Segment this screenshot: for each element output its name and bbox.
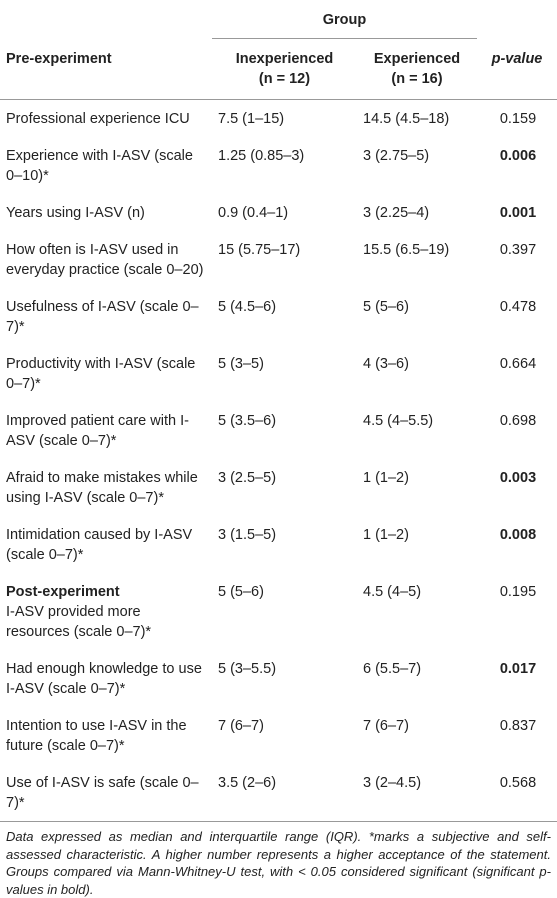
cell: 5 (5–6) <box>363 298 409 315</box>
row-label: I-ASV provided more resources (scale 0–7… <box>6 603 152 640</box>
cell: 3.5 (2–6) <box>212 764 357 822</box>
cell: 5 (3–5.5) <box>218 660 277 677</box>
column-header: p-value <box>477 38 557 100</box>
cell: 14.5 (4.5–18) <box>363 110 450 127</box>
row-label: Afraid to make mistakes while using I-AS… <box>6 469 198 506</box>
cell: 7 (6–7) <box>363 717 409 734</box>
cell: 15.5 (6.5–19) <box>363 241 450 258</box>
cell: 0.698 <box>499 412 537 429</box>
row-label: Use of I-ASV is safe (scale 0–7)* <box>6 774 199 811</box>
cell: 7.5 (1–15) <box>218 110 285 127</box>
table-row: Had enough knowledge to use I-ASV (scale… <box>0 650 557 707</box>
cell: 4.5 (4–5.5) <box>363 412 434 429</box>
row-label-cell: Improved patient care with I-ASV (scale … <box>0 402 212 459</box>
table-row: Intimidation caused by I-ASV (scale 0–7)… <box>0 516 557 573</box>
footnote: Data expressed as median and interquarti… <box>6 829 551 897</box>
cell: 15 (5.75–17) <box>218 241 301 258</box>
row-label-cell: Usefulness of I-ASV (scale 0–7)* <box>0 288 212 345</box>
cell: 7 (6–7) <box>218 717 264 734</box>
column-n: (n = 12) <box>258 71 311 87</box>
column-header: Experienced (n = 16) <box>357 38 477 100</box>
table-row: Professional experience ICU 7.5 (1–15) 14.… <box>0 100 557 138</box>
row-label: Usefulness of I-ASV (scale 0–7)* <box>6 298 199 335</box>
cell: 0.006 <box>499 147 537 164</box>
column-n: (n = 16) <box>391 71 443 87</box>
cell: 5 (4.5–6) <box>218 298 277 315</box>
cell: 0.568 <box>477 764 557 822</box>
row-label-cell: Productivity with I-ASV (scale 0–7)* <box>0 345 212 402</box>
cell: 0.478 <box>499 298 537 315</box>
cell: 3 (2–4.5) <box>357 764 477 822</box>
row-label-cell: Professional experience ICU <box>0 100 212 138</box>
section-label: Post-experiment <box>6 583 120 600</box>
cell: 5 (3–5) <box>218 355 264 372</box>
table-row: Afraid to make mistakes while using I-AS… <box>0 459 557 516</box>
row-label-cell: How often is I-ASV used in everyday prac… <box>0 231 212 288</box>
row-label-cell: Use of I-ASV is safe (scale 0–7)* <box>0 764 212 822</box>
row-label: How often is I-ASV used in everyday prac… <box>6 241 204 278</box>
row-label-cell: Afraid to make mistakes while using I-AS… <box>0 459 212 516</box>
group-header: Group <box>212 0 477 39</box>
cell: 1 (1–2) <box>363 469 409 486</box>
cell: 3 (2.25–4) <box>363 204 430 221</box>
row-label-cell: Had enough knowledge to use I-ASV (scale… <box>0 650 212 707</box>
cell: 0.195 <box>499 583 537 600</box>
row-label: Experience with I-ASV (scale 0–10)* <box>6 147 193 184</box>
row-label: Intention to use I-ASV in the future (sc… <box>6 717 187 754</box>
row-label-cell: Experience with I-ASV (scale 0–10)* <box>0 137 212 194</box>
row-label: Had enough knowledge to use I-ASV (scale… <box>6 660 202 697</box>
cell: 5 (5–6) <box>218 583 264 600</box>
table-row: Productivity with I-ASV (scale 0–7)* 5 (3… <box>0 345 557 402</box>
cell: 3 (1.5–5) <box>218 526 277 543</box>
row-label: Years using I-ASV (n) <box>6 204 145 221</box>
column-title: p-value <box>491 50 543 67</box>
column-title: Experienced <box>373 51 461 67</box>
cell: 0.397 <box>499 241 537 258</box>
cell: 6 (5.5–7) <box>363 660 422 677</box>
table-row: Post-experiment I-ASV provided more resou… <box>0 573 557 650</box>
data-table: Group Pre-experiment Inexperienced (n = 1… <box>0 0 557 822</box>
spacer <box>477 0 557 39</box>
cell: 0.008 <box>499 526 537 543</box>
cell: 0.017 <box>499 660 537 677</box>
cell: 5 (3.5–6) <box>218 412 277 429</box>
table-row: Intention to use I-ASV in the future (sc… <box>0 707 557 764</box>
cell: 4.5 (4–5) <box>363 583 422 600</box>
cell: 1 (1–2) <box>363 526 409 543</box>
cell: 0.9 (0.4–1) <box>218 204 289 221</box>
cell: 3 (2.75–5) <box>363 147 430 164</box>
row-label: Improved patient care with I-ASV (scale … <box>6 412 189 449</box>
cell: 0.664 <box>499 355 537 372</box>
column-header: Inexperienced (n = 12) <box>212 38 357 100</box>
table-row: How often is I-ASV used in everyday prac… <box>0 231 557 288</box>
row-label-cell: Years using I-ASV (n) <box>0 194 212 231</box>
row-label-cell: Intimidation caused by I-ASV (scale 0–7)… <box>0 516 212 573</box>
cell: 4 (3–6) <box>363 355 409 372</box>
cell: 0.003 <box>499 469 537 486</box>
table-row: Years using I-ASV (n) 0.9 (0.4–1) 3 (2.25–… <box>0 194 557 231</box>
table-row: Usefulness of I-ASV (scale 0–7)* 5 (4.5–6… <box>0 288 557 345</box>
row-label: Intimidation caused by I-ASV (scale 0–7)… <box>6 526 193 563</box>
section-header: Pre-experiment <box>0 38 212 100</box>
cell: 3 (2.5–5) <box>218 469 277 486</box>
row-label: Productivity with I-ASV (scale 0–7)* <box>6 355 196 392</box>
column-title: Inexperienced <box>235 51 334 67</box>
table-row: Use of I-ASV is safe (scale 0–7)* 3.5 (2–… <box>0 764 557 822</box>
cell: 1.25 (0.85–3) <box>218 147 305 164</box>
row-label-cell: Post-experiment I-ASV provided more resou… <box>0 573 212 650</box>
row-label-cell: Intention to use I-ASV in the future (sc… <box>0 707 212 764</box>
table-row: Improved patient care with I-ASV (scale … <box>0 402 557 459</box>
cell: 0.159 <box>499 110 537 127</box>
cell: 0.001 <box>499 204 537 221</box>
table-body: Professional experience ICU 7.5 (1–15) 14.… <box>0 100 557 822</box>
table-row: Experience with I-ASV (scale 0–10)* 1.25 … <box>0 137 557 194</box>
spacer <box>0 0 212 39</box>
cell: 0.837 <box>499 717 537 734</box>
row-label: Professional experience ICU <box>6 110 190 127</box>
